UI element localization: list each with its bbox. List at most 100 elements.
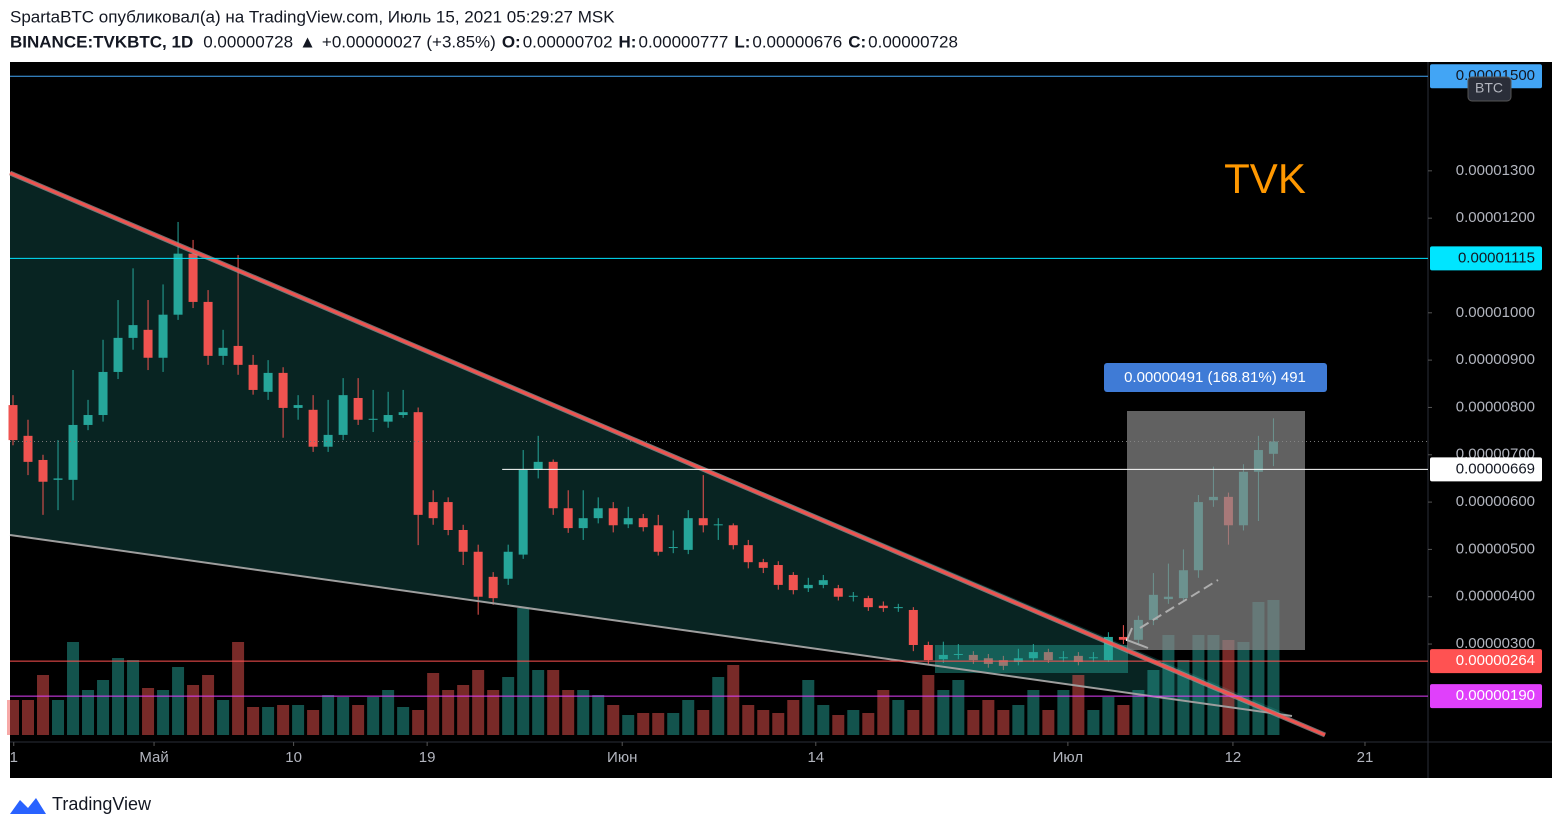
volume-bar (457, 685, 470, 735)
volume-bar (397, 707, 410, 735)
candle-body (323, 434, 333, 447)
range-box (935, 645, 1128, 673)
y-tick-label: 0.00001000 (1456, 304, 1535, 321)
candle-body (968, 654, 978, 661)
measure-box (1127, 411, 1305, 650)
price-line-label-box (1430, 457, 1542, 482)
price-line-label: 0.00000190 (1456, 687, 1535, 704)
y-tick-label: 0.00001200 (1456, 209, 1535, 226)
candle-body (1058, 657, 1068, 659)
volume-bar (727, 665, 740, 735)
candle-body (668, 547, 678, 549)
volume-bar (67, 642, 80, 735)
volume-bar (1132, 690, 1145, 735)
candle-body (38, 459, 48, 482)
candle-body (518, 469, 528, 555)
candle-body (68, 424, 78, 480)
candle-body (1118, 636, 1128, 640)
candle-body (158, 314, 168, 358)
volume-bar (622, 715, 635, 735)
candle-body (533, 461, 543, 470)
volume-bar (1192, 635, 1205, 735)
x-tick-label: 14 (807, 749, 824, 766)
candle-body (653, 525, 663, 552)
candle-body (938, 654, 948, 660)
volume-bar (187, 685, 200, 735)
volume-bar (337, 697, 350, 735)
y-tick-label: 0.00000300 (1456, 635, 1535, 652)
candle-body (8, 405, 18, 441)
candle-body (803, 584, 813, 589)
candle-body (1073, 655, 1083, 663)
volume-bar (22, 700, 35, 735)
volume-bar (262, 707, 275, 735)
volume-bar (637, 713, 650, 735)
volume-bar (772, 713, 785, 735)
candle-body (578, 518, 588, 529)
volume-bar (982, 700, 995, 735)
volume-bar (1162, 635, 1175, 735)
symbol: BINANCE:TVKBTC, 1D (10, 32, 193, 51)
volume-bar (97, 680, 110, 735)
volume-bar (322, 695, 335, 735)
price-line-label-box (1430, 649, 1542, 674)
volume-bar (847, 710, 860, 735)
ohlc-value: 0.00000777 (638, 32, 728, 51)
footer: TradingView (10, 794, 152, 814)
volume-bar (937, 690, 950, 735)
ohlc-key: C: (848, 32, 866, 51)
candle-body (218, 347, 228, 356)
axes: 0.00001300 0.00001200 0.00001000 0.00000900… (10, 62, 1552, 778)
annotation: TVK (1224, 155, 1306, 202)
candle-body (893, 607, 903, 609)
candle-body (248, 364, 258, 390)
volume-bar (667, 713, 680, 735)
price-line-label: 0.00000669 (1456, 460, 1535, 477)
candle-body (953, 653, 963, 655)
volume-bar (307, 710, 320, 735)
volume-bar (922, 675, 935, 735)
publish-line: SpartaBTC опубликовал(а) на TradingView.… (10, 7, 615, 26)
volume-bar (127, 660, 140, 735)
candle-body (98, 371, 108, 416)
candle-body (173, 253, 183, 315)
candle-body (233, 345, 243, 365)
volume-bar (1147, 670, 1160, 735)
x-tick-label: 12 (1225, 749, 1242, 766)
volume-bar (157, 690, 170, 735)
candle-body (878, 605, 888, 609)
volume-bar (1117, 705, 1130, 735)
volume-bar (757, 710, 770, 735)
candle-body (83, 415, 93, 425)
candle-body (713, 524, 723, 526)
ohlc-value: 0.00000728 (868, 32, 958, 51)
change-arrow: ▲ (299, 32, 316, 51)
candle-body (638, 518, 648, 528)
candle-body (998, 660, 1008, 666)
candle-body (503, 551, 513, 579)
candle-body (398, 412, 408, 416)
volume-bar (52, 700, 65, 735)
volume-bar (1102, 697, 1115, 735)
price-line-label-box (1430, 64, 1542, 89)
volume-bar (37, 675, 50, 735)
volume-bar (907, 710, 920, 735)
volume-bar (532, 670, 545, 735)
candle-body (293, 405, 303, 408)
candle-body (488, 576, 498, 599)
candle-body (473, 551, 483, 597)
volume-bar (1087, 710, 1100, 735)
candle-body (593, 508, 603, 519)
x-tick-label: 10 (285, 749, 302, 766)
volume-bar (502, 677, 515, 735)
volume-bar (427, 673, 440, 735)
volume-bar (577, 690, 590, 735)
price-line-label: 0.00000264 (1456, 652, 1535, 669)
volume-bar (82, 690, 95, 735)
volume-bar (952, 680, 965, 735)
x-tick-label: 19 (419, 749, 436, 766)
y-tick-label: 0.00000500 (1456, 540, 1535, 557)
ohlc-key: O: (502, 32, 521, 51)
candle-body (458, 530, 468, 552)
